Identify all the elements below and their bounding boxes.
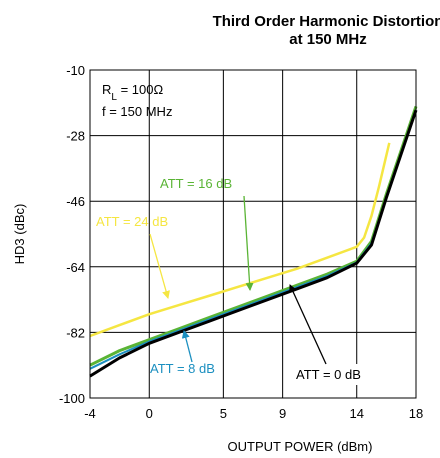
chart-title: at 150 MHz bbox=[289, 31, 367, 48]
y-tick-label: -10 bbox=[66, 63, 85, 78]
chart-title: Third Order Harmonic Distortion bbox=[213, 13, 440, 30]
series-label: ATT = 16 dB bbox=[160, 176, 232, 191]
annotation-arrow bbox=[289, 284, 327, 365]
plot-frame bbox=[89, 69, 417, 399]
condition-text: L bbox=[111, 92, 117, 103]
x-axis-label: OUTPUT POWER (dBm) bbox=[228, 439, 373, 454]
y-tick-label: -100 bbox=[59, 391, 85, 406]
annotation-arrow bbox=[243, 195, 254, 291]
series-line bbox=[89, 109, 417, 370]
x-tick-label: -4 bbox=[84, 406, 96, 421]
x-tick-label: 5 bbox=[220, 406, 227, 421]
condition-label: RL = 100Ω bbox=[102, 82, 163, 103]
annotation-arrow bbox=[149, 233, 170, 299]
series-line bbox=[89, 142, 391, 338]
series-label: ATT = 0 dB bbox=[296, 367, 361, 382]
condition-text: R bbox=[102, 82, 111, 97]
y-tick-label: -82 bbox=[66, 325, 85, 340]
condition-text: = 100Ω bbox=[117, 82, 164, 97]
y-tick-label: -64 bbox=[66, 260, 85, 275]
x-tick-label: 18 bbox=[409, 406, 423, 421]
x-tick-label: 0 bbox=[146, 406, 153, 421]
y-tick-label: -28 bbox=[66, 129, 85, 144]
series-line bbox=[89, 105, 418, 367]
condition-label: f = 150 MHz bbox=[102, 104, 172, 119]
series-label: ATT = 8 dB bbox=[150, 361, 215, 376]
x-tick-label: 14 bbox=[349, 406, 363, 421]
y-tick-label: -46 bbox=[66, 194, 85, 209]
y-axis-label: HD3 (dBc) bbox=[12, 204, 27, 265]
x-tick-label: 9 bbox=[279, 406, 286, 421]
label-background bbox=[292, 364, 384, 385]
series-line bbox=[89, 109, 418, 378]
annotation-arrow bbox=[181, 330, 193, 363]
series-label: ATT = 24 dB bbox=[96, 214, 168, 229]
